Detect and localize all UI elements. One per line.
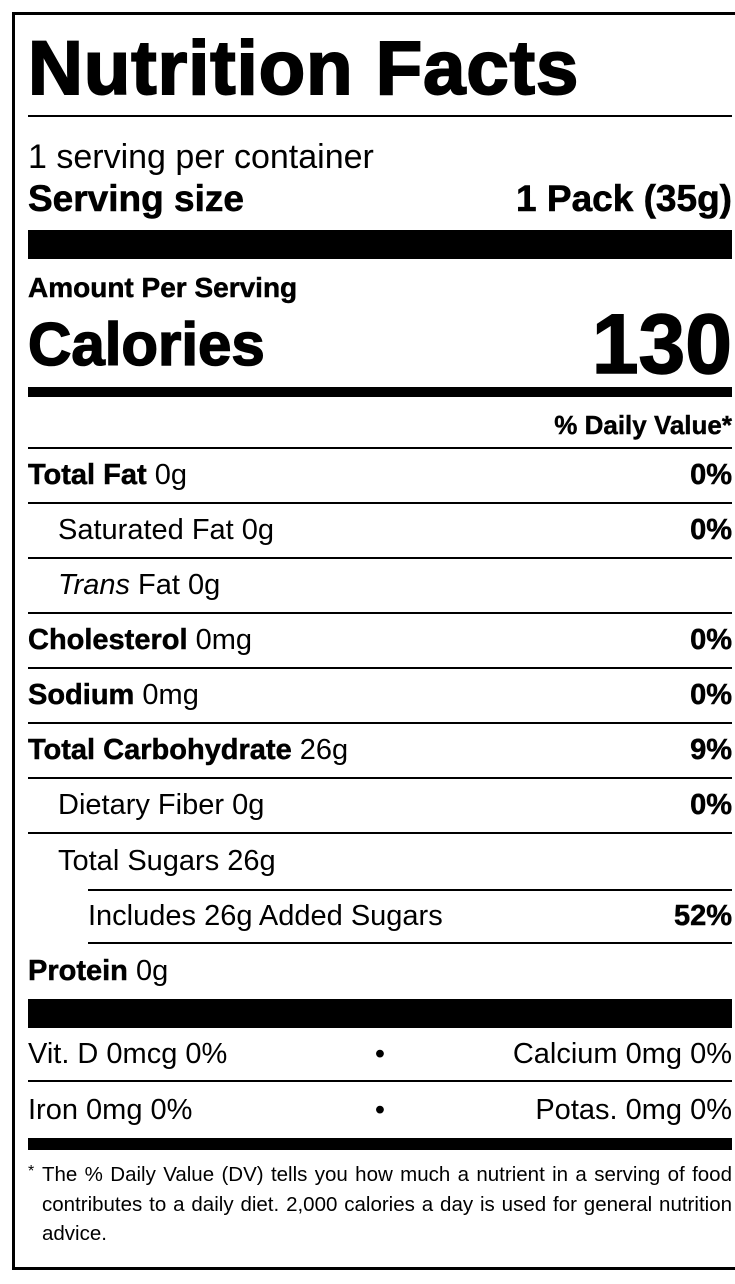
nutrient-name-suffix: Fat — [138, 569, 180, 601]
nutrient-name: Saturated Fat — [58, 514, 234, 546]
nutrient-name: Sodium — [28, 679, 135, 712]
nutrient-row-dietary-fiber: Dietary Fiber 0g 0% — [28, 779, 732, 834]
nutrient-row-trans-fat: Trans Fat 0g — [28, 559, 732, 614]
nutrient-name: Cholesterol — [28, 624, 188, 657]
vitamin-row: Vit. D 0mcg 0% • Calcium 0mg 0% — [28, 1028, 732, 1082]
medium-divider — [28, 387, 732, 397]
nutrient-dv: 0% — [690, 789, 732, 822]
nutrient-row-added-sugars: Includes 26g Added Sugars 52% — [88, 889, 732, 944]
nutrient-amount: 26g — [299, 734, 349, 766]
nutrient-name: Dietary Fiber — [58, 789, 224, 821]
nutrient-name: Protein — [28, 955, 128, 988]
nutrient-dv: 9% — [690, 734, 732, 767]
nutrient-dv: 0% — [690, 459, 732, 492]
thick-divider — [28, 999, 732, 1028]
nutrient-name: Total Sugars — [58, 845, 220, 877]
amount-per-serving: Amount Per Serving — [28, 272, 298, 304]
calories-value: 130 — [591, 296, 733, 392]
daily-value-header: % Daily Value* — [28, 397, 732, 449]
medium-divider — [28, 1138, 732, 1150]
nutrient-row-total-sugars: Total Sugars 26g — [28, 834, 732, 889]
nutrient-dv: 0% — [690, 514, 732, 547]
nutrient-dv: 0% — [690, 624, 732, 657]
nutrient-amount: 0g — [241, 514, 275, 546]
vitamin-right: Calcium 0mg 0% — [512, 1037, 732, 1070]
vitamin-left: Vit. D 0mcg 0% — [28, 1037, 228, 1070]
nutrient-amount: 0g — [188, 569, 221, 601]
nutrient-amount: 0g — [135, 955, 169, 987]
nutrient-row-total-fat: Total Fat 0g 0% — [28, 449, 732, 504]
nutrient-name: Total Carbohydrate — [28, 734, 292, 767]
nutrition-facts-label: Nutrition Facts 1 serving per container … — [12, 12, 735, 1270]
calories-row: Calories 130 — [27, 296, 733, 392]
nutrient-name: Trans — [58, 569, 130, 601]
nutrient-row-cholesterol: Cholesterol 0mg 0% — [28, 614, 732, 669]
vitamin-row: Iron 0mg 0% • Potas. 0mg 0% — [28, 1082, 732, 1138]
vitamin-right: Potas. 0mg 0% — [535, 1093, 732, 1126]
nutrient-row-protein: Protein 0g — [28, 944, 732, 999]
footnote-asterisk: * — [28, 1163, 35, 1180]
nutrient-row-total-carbohydrate: Total Carbohydrate 26g 9% — [28, 724, 732, 779]
nutrient-amount: 0mg — [195, 624, 253, 656]
footnote: * The % Daily Value (DV) tells you how m… — [28, 1150, 732, 1249]
nutrient-amount: 0mg — [142, 679, 199, 711]
bullet-separator: • — [374, 1093, 386, 1126]
nutrient-name: Includes 26g Added Sugars — [88, 900, 443, 932]
nutrient-amount: 0g — [232, 789, 265, 821]
servings-per-container: 1 serving per container — [28, 138, 374, 176]
nutrient-row-sodium: Sodium 0mg 0% — [28, 669, 732, 724]
nutrient-row-saturated-fat: Saturated Fat 0g 0% — [28, 504, 732, 559]
serving-size-row: Serving size 1 Pack (35g) — [28, 177, 733, 221]
footnote-text: The % Daily Value (DV) tells you how muc… — [42, 1163, 732, 1245]
nutrient-amount: 26g — [227, 845, 276, 877]
vitamin-left: Iron 0mg 0% — [28, 1093, 193, 1126]
nutrient-name: Total Fat — [28, 459, 147, 492]
label-title: Nutrition Facts — [27, 15, 732, 117]
nutrient-amount: 0g — [154, 459, 188, 491]
bullet-separator: • — [374, 1037, 386, 1070]
nutrient-dv: 52% — [673, 900, 733, 933]
serving-size-label: Serving size — [28, 178, 245, 220]
calories-label: Calories — [27, 310, 265, 379]
serving-size-value: 1 Pack (35g) — [516, 178, 733, 220]
nutrient-dv: 0% — [690, 679, 732, 712]
thick-divider — [28, 230, 732, 259]
